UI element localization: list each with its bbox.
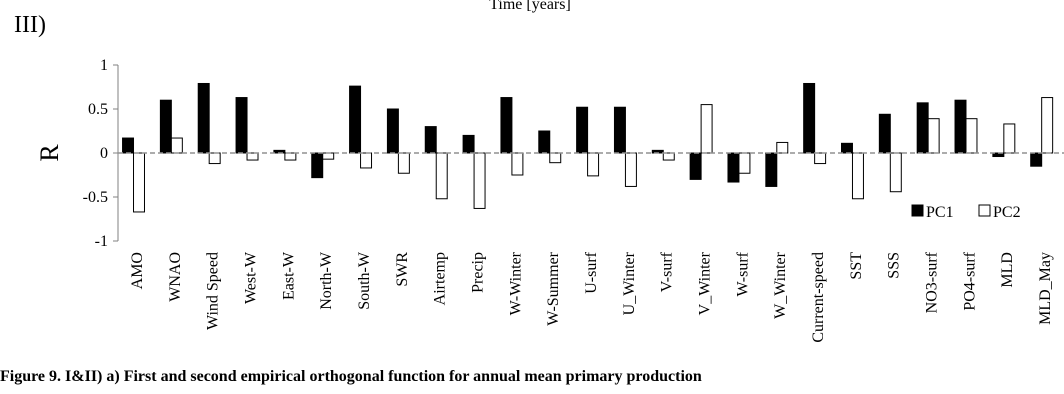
- bar-pc2-current-speed: [814, 152, 827, 165]
- top-axis-caption: Time [years]: [489, 0, 571, 13]
- bar-pc1-wnao: [159, 99, 172, 154]
- bar-pc2-east-w: [284, 152, 297, 161]
- x-tick-label: PO4-surf: [961, 251, 978, 310]
- bar-pc1-w-surf: [727, 152, 740, 183]
- bar-pc2-w-winter: [511, 152, 524, 176]
- bar-pc2-w-surf: [738, 152, 751, 174]
- x-tick-label: SWR: [394, 252, 411, 287]
- legend-swatch-pc2: [978, 204, 991, 217]
- bar-chart: 1 0.5 0 -0.5 -1 R AMO WNAO Wind Speed West-W East-…: [35, 57, 1064, 343]
- bar-pc1-w-winter: [765, 152, 778, 187]
- bar-pc2-swr: [397, 152, 410, 174]
- bar-pc2-wnao: [170, 137, 183, 154]
- bar-pc1-no3-surf: [916, 102, 929, 154]
- bar-pc2-v-winter: [700, 104, 713, 154]
- bar-pc2-u-surf: [587, 152, 600, 177]
- bar-pc1-mld-may: [1030, 152, 1043, 167]
- x-tick-label: U-surf: [583, 251, 600, 293]
- y-tick-label: 0: [100, 145, 108, 162]
- bar-pc2-amo: [133, 152, 145, 213]
- x-tick-label: Current-speed: [810, 252, 827, 343]
- bar-pc1-v-winter: [689, 152, 702, 180]
- x-tick-label: Wind Speed: [205, 252, 222, 330]
- bar-pc2-mld: [1003, 123, 1016, 154]
- bar-pc1-u-surf: [576, 106, 589, 154]
- x-tick-label: SSS: [886, 252, 903, 279]
- bar-pc1-wind-speed: [197, 82, 210, 154]
- bar-pc2-mld-may: [1041, 97, 1054, 154]
- x-tick-label: West-W: [242, 251, 259, 304]
- bar-pc2-w-winter: [776, 141, 789, 154]
- bar-pc2-south-w: [360, 152, 373, 169]
- x-tick-label: W-surf: [734, 251, 751, 296]
- x-tick-label: V-surf: [659, 251, 676, 292]
- bar-pc2-airtemp: [435, 152, 448, 200]
- x-tick-label: W-Summer: [545, 251, 562, 325]
- x-tick-label: SST: [848, 252, 865, 280]
- x-tick-label: MLD: [999, 252, 1016, 288]
- x-tick-label: South-W: [356, 251, 373, 310]
- bar-pc2-u-winter: [624, 152, 637, 187]
- x-tick-label: W_Winter: [772, 251, 789, 319]
- bar-pc1-airtemp: [424, 126, 437, 154]
- bar-pc1-u-winter: [613, 106, 626, 154]
- x-tick-label: Precip: [469, 252, 486, 293]
- bar-pc1-amo: [122, 137, 135, 154]
- bar-pc1-sst: [841, 142, 853, 154]
- y-axis-label: R: [35, 144, 64, 162]
- x-tick-label: Airtemp: [432, 252, 449, 305]
- x-tick-label: WNAO: [167, 252, 184, 302]
- bar-pc1-w-winter: [500, 97, 513, 154]
- x-tick-label: W-Winter: [507, 251, 524, 315]
- x-tick-label: MLD_May: [1037, 252, 1054, 325]
- figure-caption: Figure 9. I&II) a) First and second empi…: [0, 368, 702, 385]
- bar-pc1-precip: [462, 134, 475, 154]
- y-tick-label: 1: [100, 57, 108, 74]
- legend-label-pc2: PC2: [993, 204, 1021, 221]
- bar-pc1-south-w: [349, 85, 362, 154]
- x-tick-label: North-W: [318, 251, 335, 310]
- y-tick-label: -1: [95, 233, 108, 250]
- bar-pc2-sss: [889, 152, 902, 193]
- x-tick-label: East-W: [280, 251, 297, 300]
- bar-pc1-west-w: [235, 97, 248, 154]
- bar-pc2-wind-speed: [208, 152, 221, 165]
- bar-pc2-precip: [473, 152, 486, 209]
- x-tick-label: U_Winter: [621, 251, 638, 315]
- x-tick-label: NO3-surf: [924, 251, 941, 313]
- bar-pc2-west-w: [246, 152, 259, 161]
- bar-pc1-north-w: [311, 152, 324, 179]
- x-tick-label: V_Winter: [697, 251, 714, 315]
- bar-pc1-current-speed: [803, 82, 816, 154]
- bar-pc2-north-w: [322, 152, 335, 160]
- bar-pc2-w-summer: [549, 152, 562, 164]
- bar-pc2-sst: [851, 152, 864, 200]
- y-tick-label: 0.5: [88, 101, 108, 118]
- legend-swatch-pc1: [911, 204, 924, 217]
- legend-label-pc1: PC1: [926, 204, 954, 221]
- bar-pc1-w-summer: [538, 130, 551, 154]
- bar-pc2-no3-surf: [927, 118, 940, 154]
- x-tick-label: AMO: [129, 252, 146, 289]
- bar-pc2-po4-surf: [965, 118, 978, 154]
- y-tick-label: -0.5: [83, 189, 108, 206]
- bar-pc1-po4-surf: [954, 99, 967, 154]
- bar-pc1-swr: [386, 108, 399, 154]
- bar-pc2-v-surf: [662, 152, 675, 161]
- panel-label: III): [14, 12, 46, 38]
- bar-pc1-sss: [878, 113, 891, 154]
